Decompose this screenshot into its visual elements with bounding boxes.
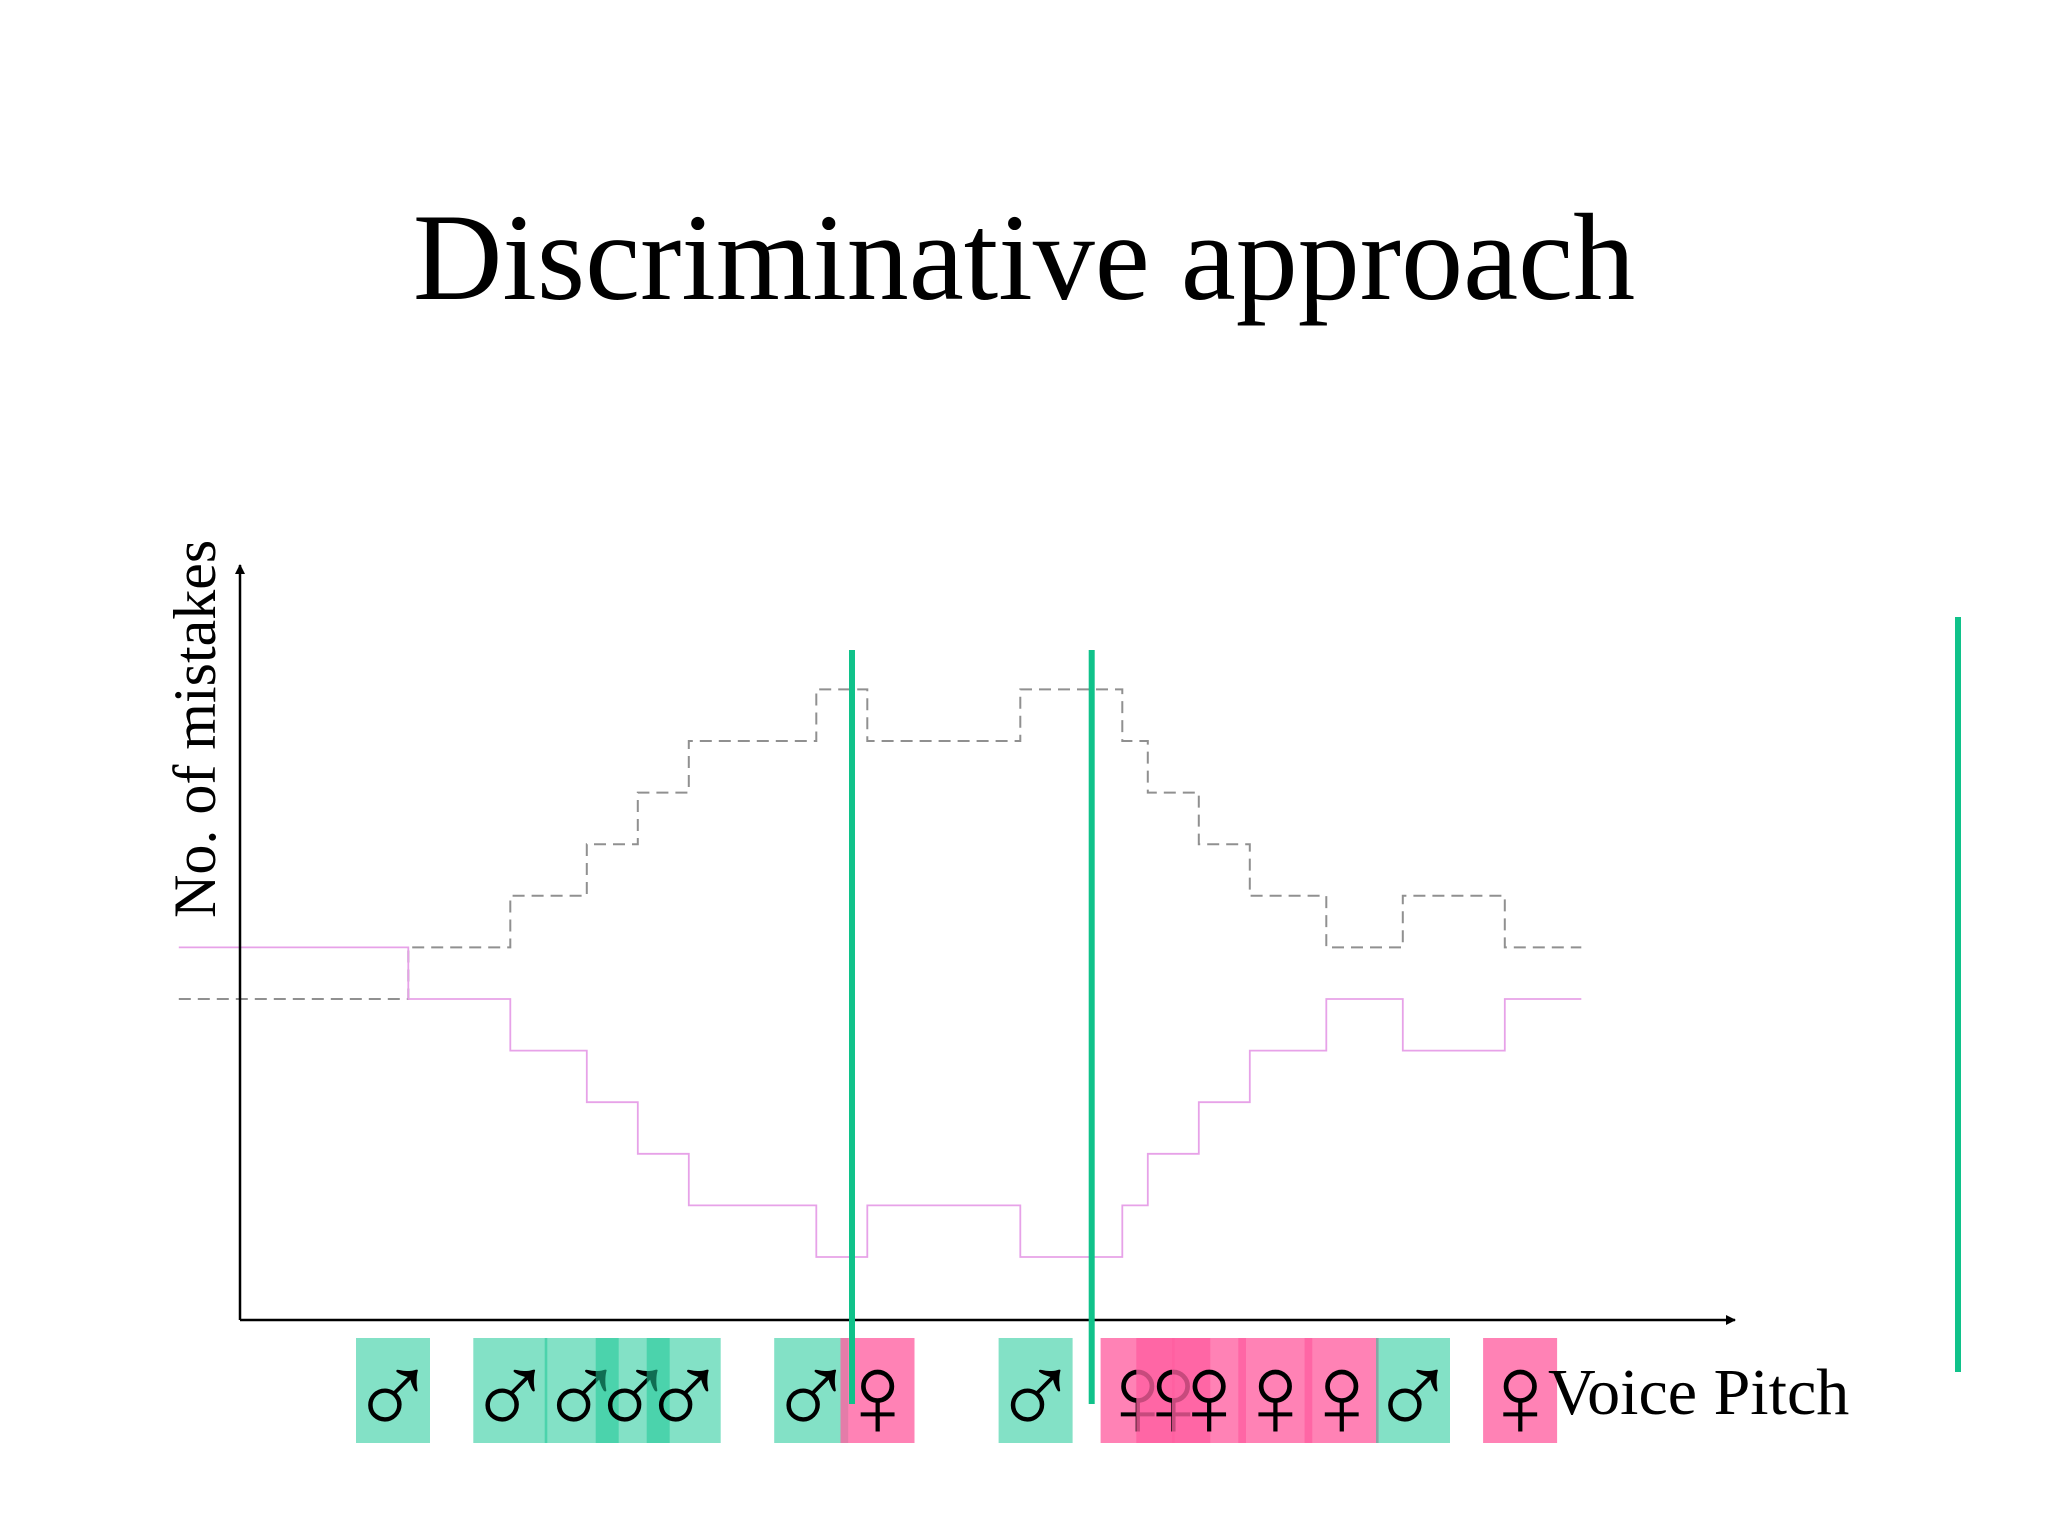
sample-box — [1172, 1338, 1246, 1443]
sample-male-2: ♂ — [466, 1331, 555, 1462]
sample-glyph: ♂ — [991, 1331, 1080, 1462]
sample-female-15: ♀ — [1476, 1331, 1565, 1462]
sample-glyph: ♀ — [833, 1331, 922, 1462]
sample-male-8: ♂ — [991, 1331, 1080, 1462]
samples-group: ♂♂♂♂♂♂♀♂♀♀♀♀♀♂♀ — [349, 1331, 1565, 1462]
sample-box — [646, 1338, 721, 1443]
sample-box — [1304, 1338, 1379, 1443]
sample-box — [774, 1338, 849, 1443]
sample-male-14: ♂ — [1369, 1331, 1458, 1462]
sample-glyph: ♂ — [466, 1331, 555, 1462]
sample-glyph: ♂ — [349, 1331, 438, 1462]
sample-female-13: ♀ — [1297, 1331, 1386, 1462]
x-axis-label: Voice Pitch — [1548, 1356, 1849, 1429]
sample-box — [1483, 1338, 1558, 1443]
sample-box — [1376, 1338, 1450, 1443]
sample-box — [998, 1338, 1073, 1443]
sample-glyph: ♂ — [1369, 1331, 1458, 1462]
series-group — [178, 688, 1582, 1258]
sample-box — [356, 1338, 430, 1443]
thresholds-group — [849, 650, 1095, 1404]
sample-female-7: ♀ — [833, 1331, 922, 1462]
series-line-solid — [178, 946, 1582, 1258]
sample-male-5: ♂ — [639, 1331, 728, 1462]
sample-glyph: ♂ — [639, 1331, 728, 1462]
axes — [235, 564, 1736, 1325]
slide-title: Discriminative approach — [412, 189, 1636, 326]
sample-box — [473, 1338, 548, 1443]
sample-glyph: ♀ — [1476, 1331, 1565, 1462]
sample-male-1: ♂ — [349, 1331, 438, 1462]
series-line-dashed — [178, 688, 1582, 1000]
sample-glyph: ♀ — [1297, 1331, 1386, 1462]
y-axis-label: No. of mistakes — [162, 540, 228, 918]
sample-box — [1238, 1338, 1313, 1443]
